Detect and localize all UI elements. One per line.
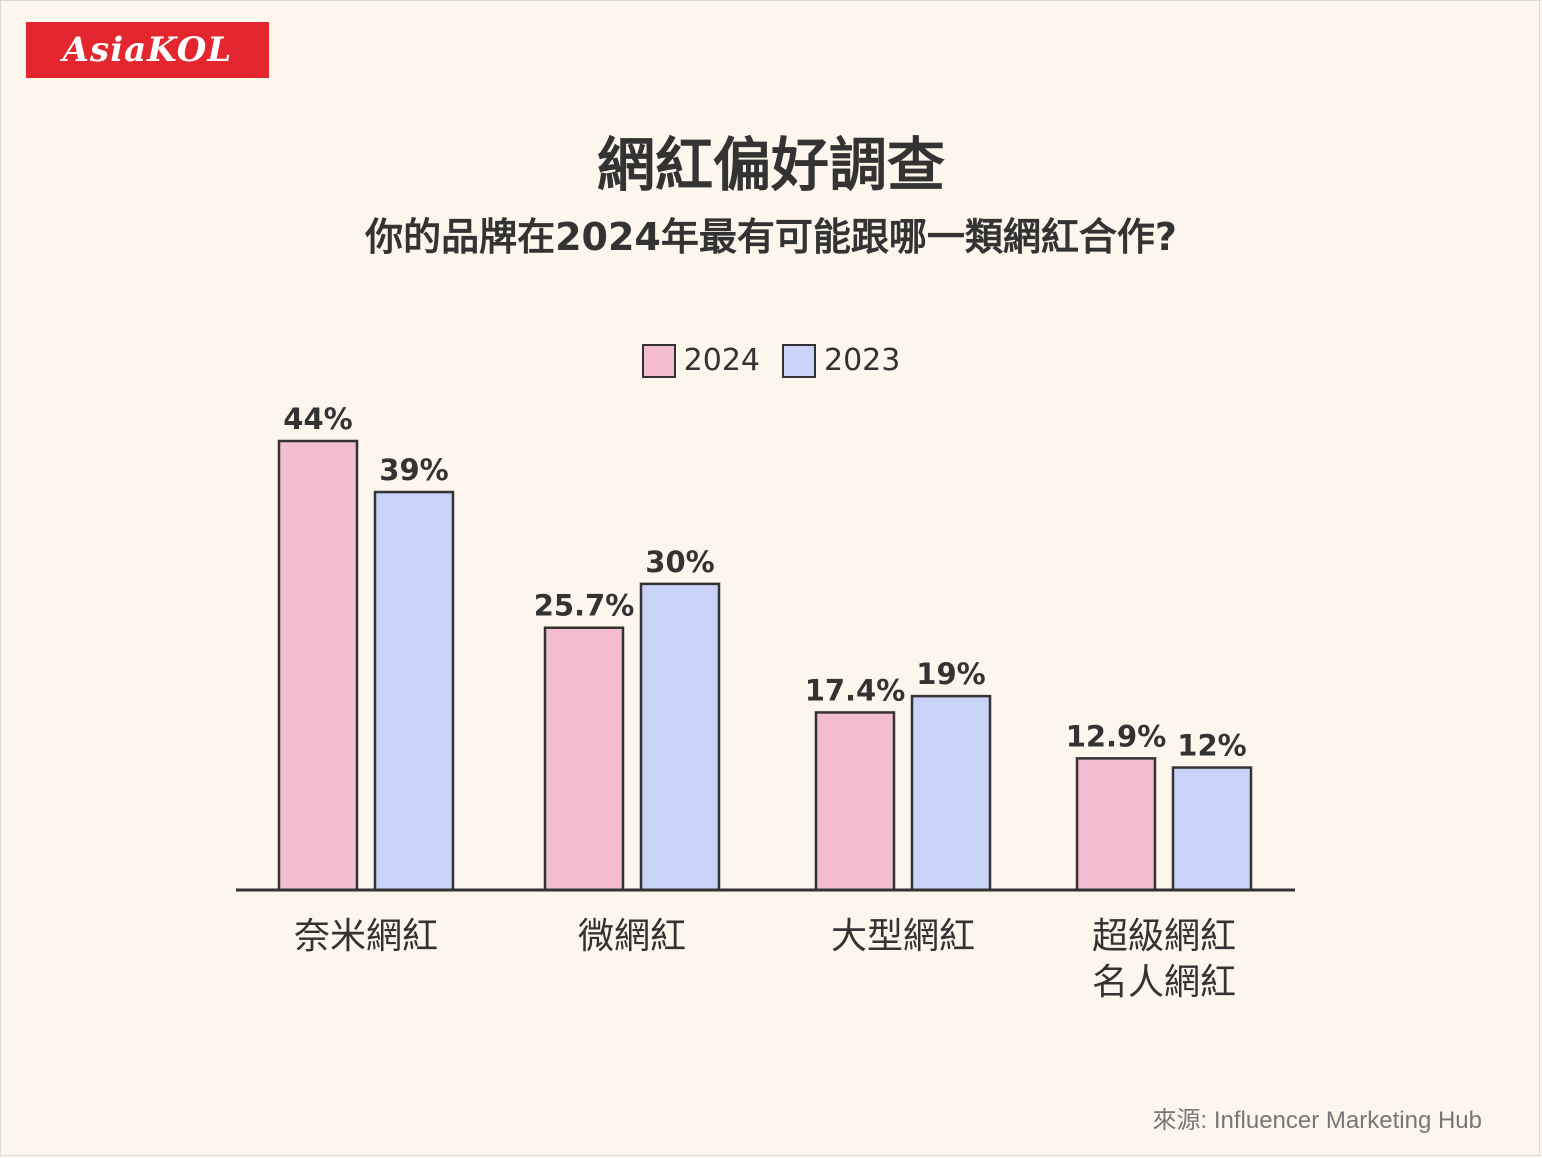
category-label-3: 超級網紅名人網紅 [1092,916,1236,1003]
data-label-2023-1: 30% [645,545,714,579]
data-label-2023-0: 39% [379,453,448,487]
bar-2023-1 [639,582,721,892]
chart-title: 網紅偏好調查 [596,131,945,199]
bar-2024-3 [1075,757,1157,892]
chart-legend: 2024 2023 [0,343,1542,378]
bar-2024-1 [543,626,625,892]
bar-2024-0 [277,439,359,892]
category-label-1: 微網紅 [578,916,686,957]
legend-label-2023: 2023 [824,343,901,378]
data-label-2023-3: 12% [1177,729,1246,763]
bar-2023-2 [910,694,992,892]
data-label-2024-1: 25.7% [534,589,635,623]
data-label-2024-0: 44% [283,402,352,436]
legend-item-2023: 2023 [782,343,900,378]
data-label-2023-2: 19% [916,657,985,691]
category-label-2: 大型網紅 [831,916,975,957]
data-label-2024-2: 17.4% [805,673,906,707]
legend-label-2024: 2024 [683,343,760,378]
legend-swatch-2024 [641,343,676,378]
bar-2023-0 [373,490,455,892]
bar-2023-3 [1171,766,1253,892]
chart-subtitle: 你的品牌在2024年最有可能跟哪一類網紅合作? [365,215,1177,259]
data-label-2024-3: 12.9% [1066,719,1167,753]
legend-item-2024: 2024 [641,343,760,378]
legend-swatch-2023 [782,343,816,378]
category-label-0: 奈米網紅 [294,916,438,957]
source-note: 來源: Influencer Marketing Hub [1152,1107,1482,1134]
bar-2024-2 [814,711,896,892]
brand-logo: AsiaKOL [26,22,269,78]
